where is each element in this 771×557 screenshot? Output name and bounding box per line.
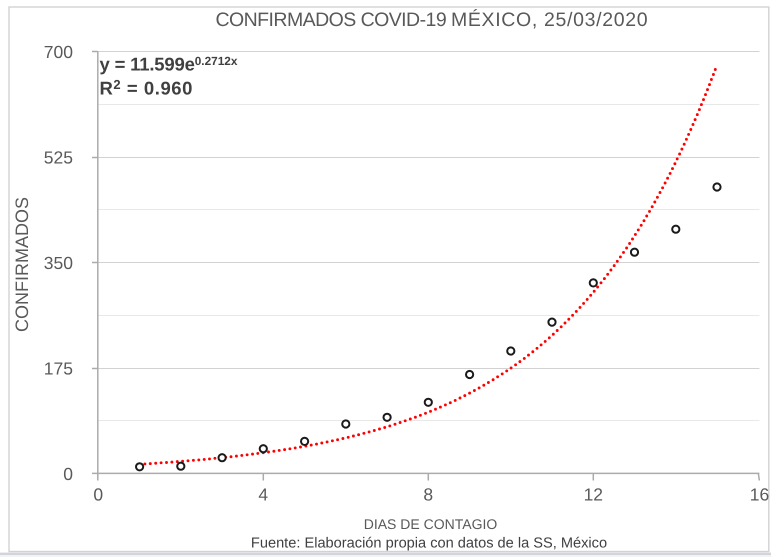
- svg-text:12: 12: [584, 485, 603, 505]
- svg-text:y = 11.599e0.2712x: y = 11.599e0.2712x: [100, 54, 238, 75]
- svg-text:4: 4: [258, 485, 268, 505]
- svg-text:175: 175: [44, 359, 73, 379]
- svg-text:16: 16: [750, 485, 769, 505]
- svg-text:350: 350: [44, 253, 73, 273]
- svg-text:R2 = 0.960: R2 = 0.960: [100, 77, 193, 99]
- svg-text:DIAS DE CONTAGIO: DIAS DE CONTAGIO: [364, 516, 498, 532]
- svg-text:700: 700: [44, 42, 73, 62]
- svg-text:CONFIRMADOS COVID-19 MÉXICO, 2: CONFIRMADOS COVID-19 MÉXICO, 25/03/2020: [216, 9, 649, 31]
- svg-text:CONFIRMADOS: CONFIRMADOS: [12, 197, 32, 332]
- svg-text:525: 525: [44, 148, 73, 168]
- svg-text:0: 0: [93, 485, 103, 505]
- svg-text:8: 8: [423, 485, 433, 505]
- svg-text:Fuente: Elaboración propia con: Fuente: Elaboración propia con datos de …: [251, 536, 607, 552]
- svg-text:0: 0: [63, 464, 73, 484]
